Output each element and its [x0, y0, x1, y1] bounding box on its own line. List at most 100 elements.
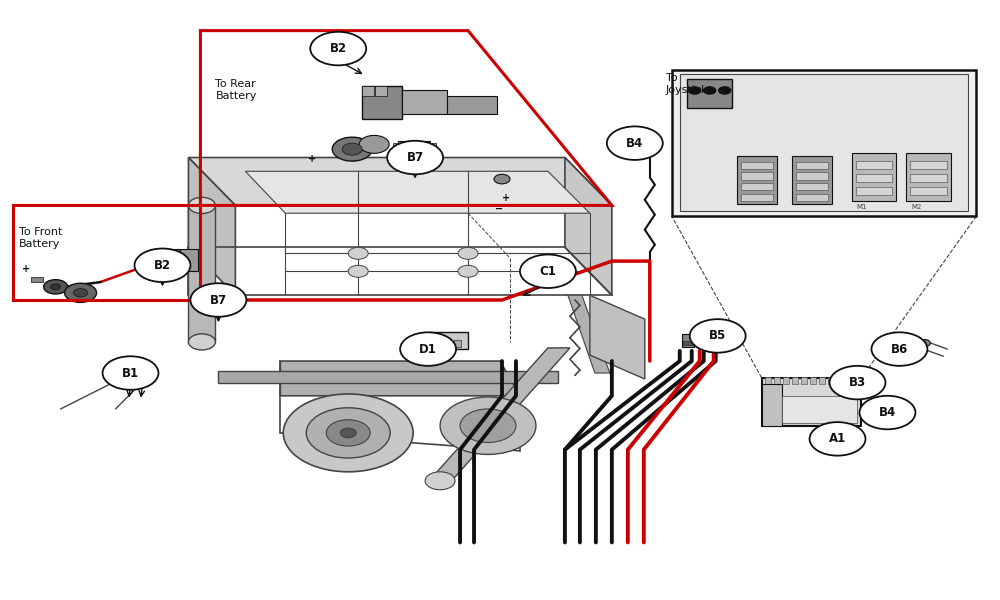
Bar	[447, 97, 497, 115]
Circle shape	[719, 87, 731, 94]
Bar	[846, 377, 852, 384]
Text: M2: M2	[911, 204, 922, 210]
Bar	[906, 154, 951, 201]
Text: To Rear
Battery: To Rear Battery	[215, 79, 257, 101]
Bar	[801, 377, 807, 384]
Circle shape	[860, 396, 915, 430]
Bar	[200, 298, 208, 304]
Bar	[150, 248, 180, 271]
Bar	[31, 277, 43, 282]
Bar	[454, 340, 461, 347]
Polygon shape	[568, 295, 610, 373]
Text: M1: M1	[857, 204, 867, 210]
Polygon shape	[280, 361, 520, 396]
Circle shape	[348, 265, 368, 277]
Circle shape	[190, 283, 246, 317]
Text: B7: B7	[407, 151, 424, 164]
Bar	[796, 183, 828, 190]
Text: To Front
Battery: To Front Battery	[19, 227, 62, 250]
Polygon shape	[245, 171, 590, 213]
Circle shape	[425, 472, 455, 490]
Polygon shape	[188, 158, 235, 295]
Bar	[672, 70, 976, 216]
Circle shape	[359, 136, 389, 154]
Bar	[218, 371, 558, 383]
Text: C1: C1	[539, 265, 556, 278]
Polygon shape	[188, 205, 215, 342]
Circle shape	[188, 197, 215, 214]
Text: D1: D1	[419, 343, 437, 356]
Circle shape	[690, 319, 746, 353]
Bar	[765, 377, 771, 384]
Bar	[402, 91, 447, 115]
Circle shape	[332, 137, 372, 161]
Circle shape	[440, 397, 536, 454]
Bar	[837, 377, 843, 384]
Circle shape	[310, 32, 366, 65]
Bar	[819, 377, 825, 384]
Bar	[783, 377, 789, 384]
Bar	[792, 377, 798, 384]
Bar	[696, 337, 706, 342]
Text: B4: B4	[879, 406, 896, 419]
Bar	[741, 162, 773, 169]
Circle shape	[871, 332, 927, 366]
Bar	[393, 143, 401, 149]
Bar	[856, 187, 892, 195]
Circle shape	[135, 248, 190, 282]
Text: +: +	[308, 154, 316, 164]
Bar	[710, 326, 722, 339]
Bar	[910, 187, 947, 195]
Text: B2: B2	[330, 42, 347, 55]
Bar	[856, 161, 892, 169]
Bar	[774, 377, 780, 384]
Bar	[683, 341, 693, 346]
Text: B5: B5	[709, 329, 726, 343]
Bar	[741, 183, 773, 190]
Bar	[695, 330, 707, 343]
Circle shape	[400, 332, 456, 366]
Text: B7: B7	[210, 293, 227, 307]
Bar	[362, 86, 374, 97]
Bar	[148, 255, 153, 264]
Bar	[682, 334, 694, 347]
Bar	[434, 340, 441, 347]
Circle shape	[44, 280, 68, 294]
Circle shape	[607, 127, 663, 160]
Circle shape	[810, 422, 865, 455]
Bar	[792, 157, 832, 204]
Circle shape	[830, 366, 885, 400]
Bar	[205, 295, 233, 306]
Bar	[796, 172, 828, 179]
Bar	[428, 143, 436, 149]
Polygon shape	[430, 348, 570, 482]
Text: +: +	[502, 193, 510, 203]
Circle shape	[460, 409, 516, 442]
Polygon shape	[188, 158, 612, 205]
Bar	[828, 377, 834, 384]
Text: +: +	[22, 264, 30, 274]
Text: To
Joystick: To Joystick	[666, 73, 708, 95]
Circle shape	[74, 289, 88, 297]
Bar	[687, 79, 732, 109]
Polygon shape	[565, 158, 612, 295]
Text: B1: B1	[122, 367, 139, 380]
Circle shape	[918, 340, 930, 347]
Bar	[430, 332, 468, 349]
Text: B6: B6	[891, 343, 908, 356]
Circle shape	[340, 428, 356, 437]
Circle shape	[458, 247, 478, 259]
Text: −: −	[495, 203, 503, 214]
Bar	[711, 333, 721, 338]
Circle shape	[494, 174, 510, 184]
Circle shape	[689, 87, 701, 94]
Circle shape	[65, 283, 97, 302]
Bar	[362, 86, 402, 119]
Circle shape	[326, 420, 370, 446]
Bar	[232, 298, 240, 304]
Circle shape	[342, 143, 362, 155]
Bar	[796, 194, 828, 201]
Bar	[810, 377, 816, 384]
Text: B4: B4	[626, 137, 643, 149]
Bar	[398, 141, 430, 152]
